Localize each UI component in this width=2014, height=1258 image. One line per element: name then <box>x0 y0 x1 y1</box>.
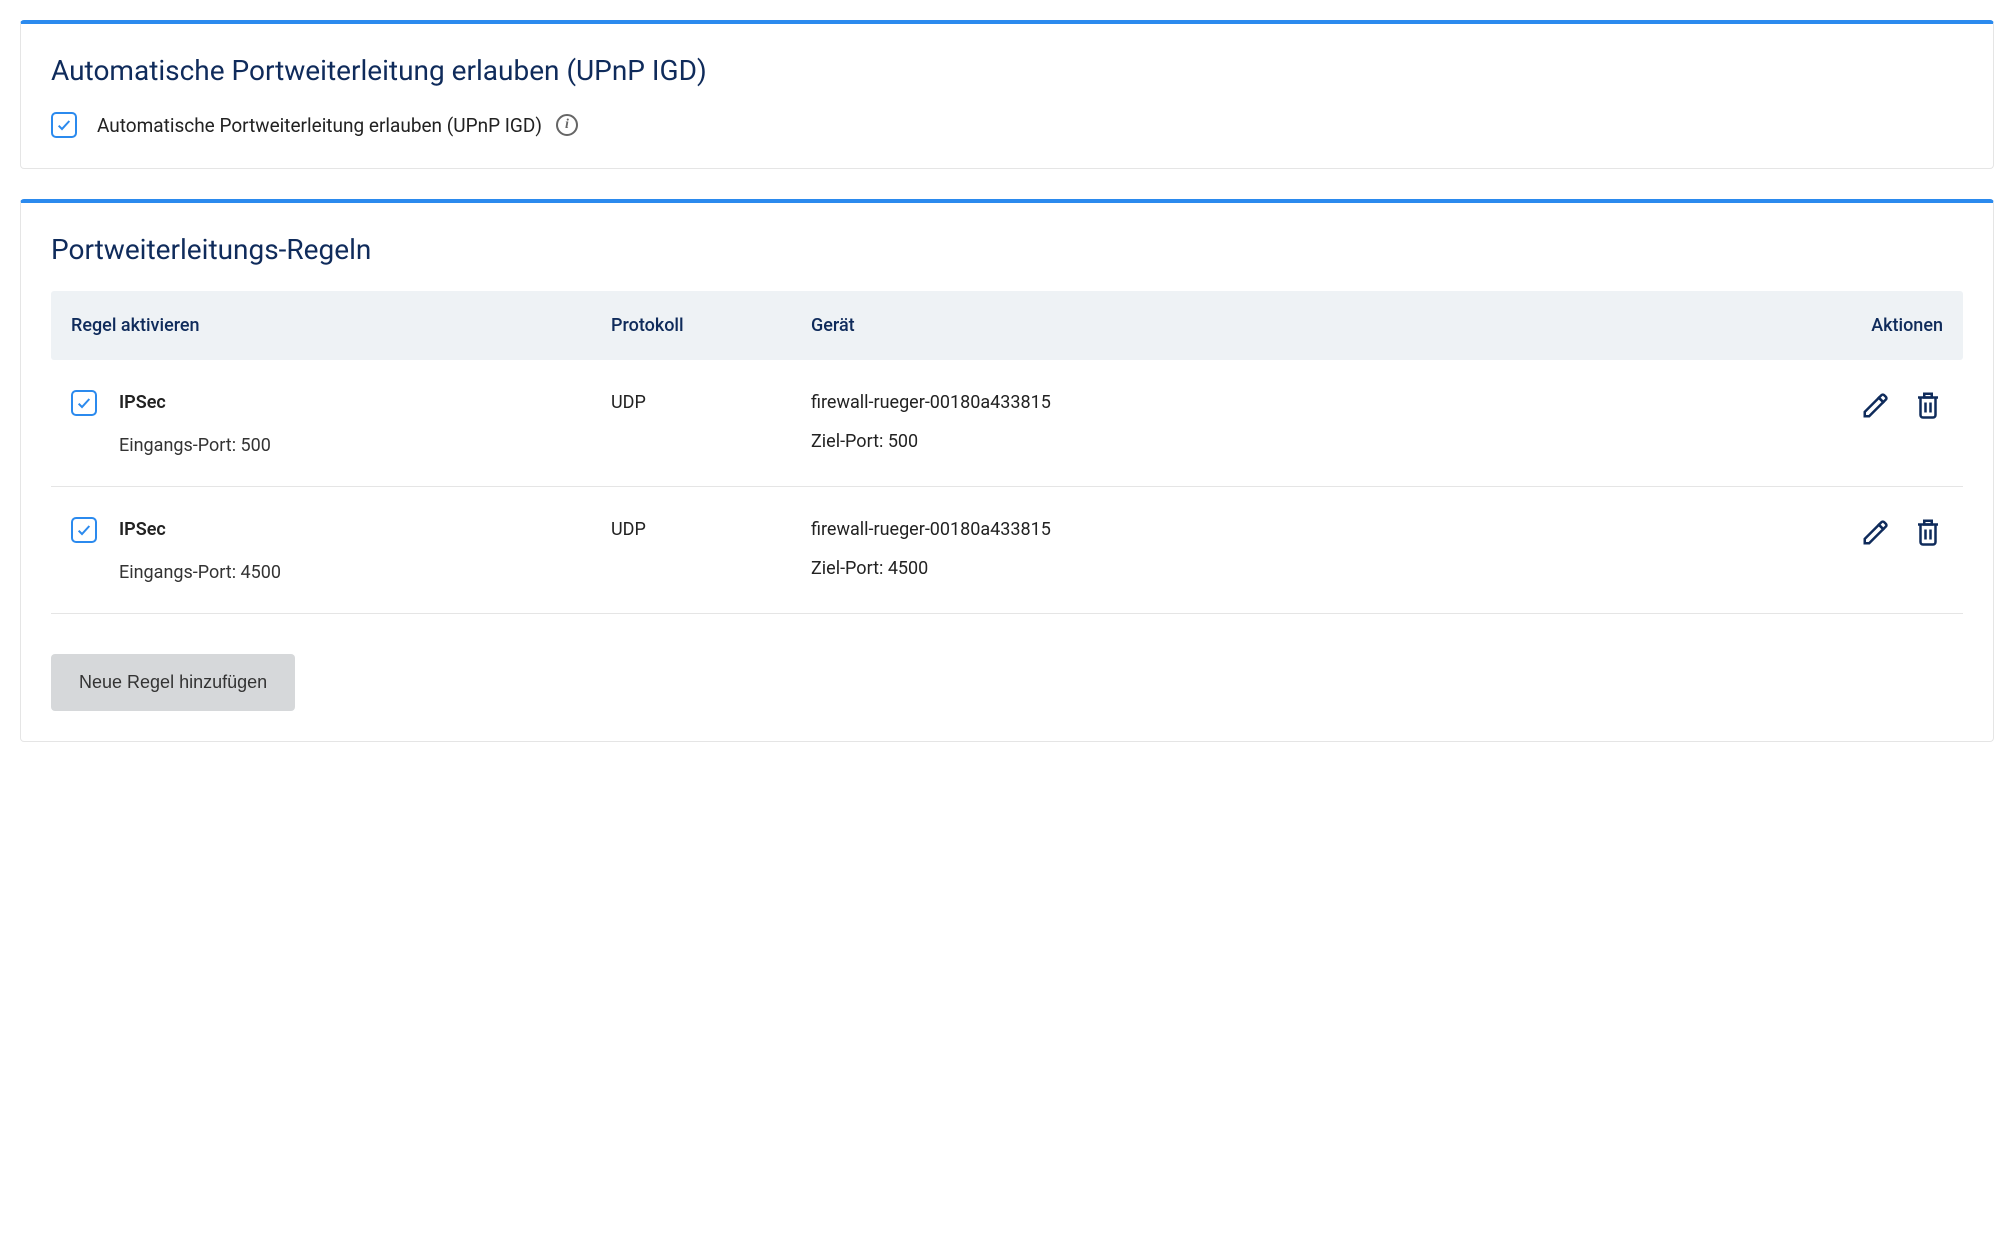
rule-device: firewall-rueger-00180a433815 <box>811 519 1823 540</box>
col-header-protocol: Protokoll <box>611 315 811 336</box>
upnp-title: Automatische Portweiterleitung erlauben … <box>51 54 1963 87</box>
table-row: IPSec Eingangs-Port: 4500 UDP firewall-r… <box>51 487 1963 614</box>
edit-button[interactable] <box>1861 517 1891 547</box>
info-icon[interactable]: i <box>556 114 578 136</box>
rule-device: firewall-rueger-00180a433815 <box>811 392 1823 413</box>
col-header-device: Gerät <box>811 315 1823 336</box>
rules-panel: Portweiterleitungs-Regeln Regel aktivier… <box>20 199 1994 742</box>
col-header-actions: Aktionen <box>1823 315 1943 336</box>
trash-icon <box>1913 517 1943 547</box>
upnp-panel: Automatische Portweiterleitung erlauben … <box>20 20 1994 169</box>
trash-icon <box>1913 390 1943 420</box>
rule-name: IPSec <box>119 519 281 540</box>
table-row: IPSec Eingangs-Port: 500 UDP firewall-ru… <box>51 360 1963 487</box>
upnp-checkbox[interactable] <box>51 112 77 138</box>
delete-button[interactable] <box>1913 517 1943 547</box>
upnp-checkbox-label: Automatische Portweiterleitung erlauben … <box>97 114 542 137</box>
rule-incoming-port: Eingangs-Port: 500 <box>119 435 271 456</box>
rule-protocol: UDP <box>611 519 811 540</box>
col-header-activate: Regel aktivieren <box>71 315 611 336</box>
upnp-checkbox-row: Automatische Portweiterleitung erlauben … <box>51 112 1963 138</box>
rule-name: IPSec <box>119 392 271 413</box>
rules-title: Portweiterleitungs-Regeln <box>51 233 1963 266</box>
rule-incoming-port: Eingangs-Port: 4500 <box>119 562 281 583</box>
pencil-icon <box>1861 390 1891 420</box>
rule-checkbox[interactable] <box>71 517 97 543</box>
rules-table-header: Regel aktivieren Protokoll Gerät Aktione… <box>51 291 1963 360</box>
check-icon <box>56 117 72 133</box>
rule-protocol: UDP <box>611 392 811 413</box>
check-icon <box>76 395 92 411</box>
edit-button[interactable] <box>1861 390 1891 420</box>
check-icon <box>76 522 92 538</box>
delete-button[interactable] <box>1913 390 1943 420</box>
pencil-icon <box>1861 517 1891 547</box>
add-rule-button[interactable]: Neue Regel hinzufügen <box>51 654 295 711</box>
rule-target-port: Ziel-Port: 500 <box>811 431 1823 452</box>
rule-checkbox[interactable] <box>71 390 97 416</box>
rule-target-port: Ziel-Port: 4500 <box>811 558 1823 579</box>
